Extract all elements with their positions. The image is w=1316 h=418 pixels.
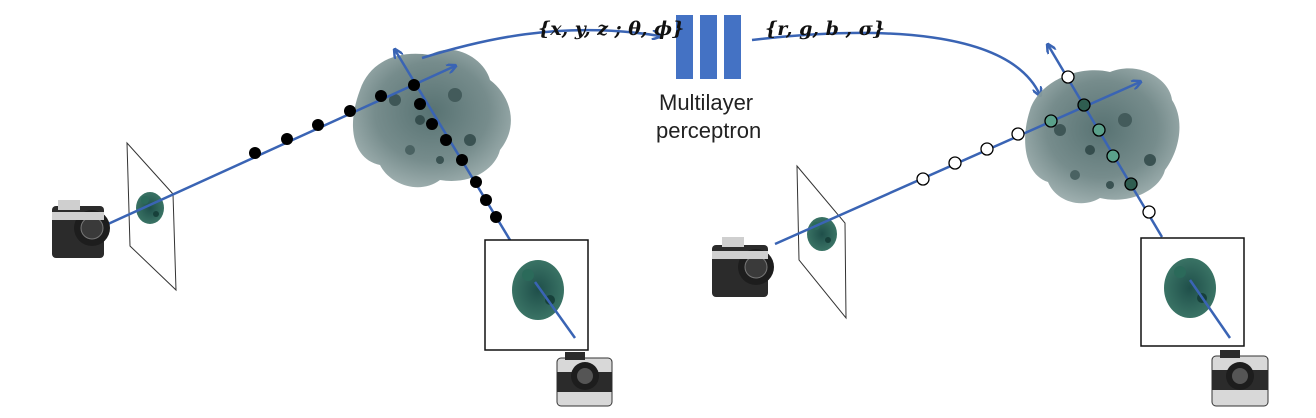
coral-icon	[136, 192, 164, 224]
camera-icon	[1211, 350, 1269, 407]
image-plane-icon	[1140, 237, 1245, 347]
mlp-icon	[676, 15, 741, 79]
sample-points	[916, 70, 1156, 219]
coral-icon	[1164, 258, 1216, 318]
camera-icon	[556, 352, 613, 407]
camera-icon	[52, 200, 110, 258]
mlp-label-line1: Multilayer	[659, 90, 753, 115]
camera-icon	[712, 237, 774, 297]
sample-points	[249, 79, 502, 223]
mlp-label-line2: perceptron	[656, 118, 761, 143]
output-label: {r, g, b , σ}	[765, 18, 885, 40]
input-label: {x, y, z ; θ, ϕ}	[538, 18, 684, 40]
